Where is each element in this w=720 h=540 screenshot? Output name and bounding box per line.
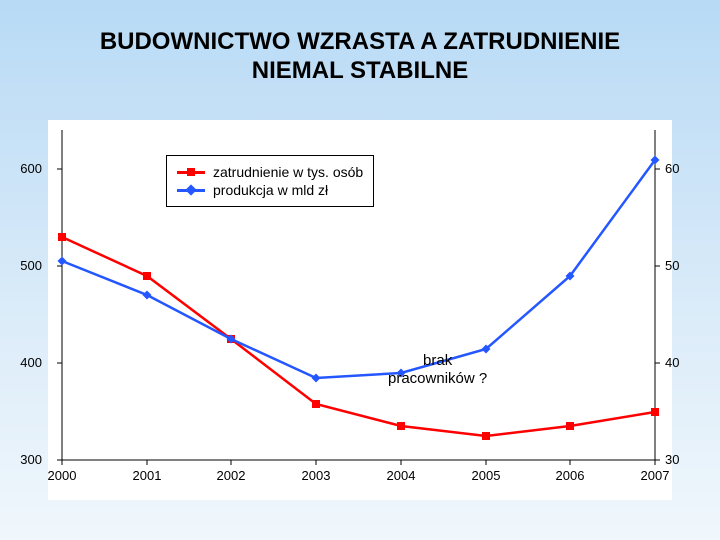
y-left-tick: 500 [12,258,42,273]
y-left-tick: 400 [12,355,42,370]
legend-swatch-produkcja [177,189,205,192]
legend-row-zatrudnienie: zatrudnienie w tys. osób [177,164,363,180]
x-tick: 2004 [381,468,421,483]
x-tick: 2003 [296,468,336,483]
chart-legend: zatrudnienie w tys. osób produkcja w mld … [166,155,374,207]
chart-plot-area: zatrudnienie w tys. osób produkcja w mld … [48,120,672,500]
title-line-2: NIEMAL STABILNE [252,57,468,84]
page-title: BUDOWNICTWO WZRASTA A ZATRUDNIENIE NIEMA… [0,28,720,86]
x-tick: 2005 [466,468,506,483]
y-right-tick: 40 [665,355,695,370]
legend-label-produkcja: produkcja w mld zł [213,182,328,198]
y-right-tick: 50 [665,258,695,273]
y-right-tick: 30 [665,452,695,467]
y-left-tick: 300 [12,452,42,467]
legend-label-zatrudnienie: zatrudnienie w tys. osób [213,164,363,180]
chart-annotation: brak pracowników ? [388,352,487,388]
title-line-1: BUDOWNICTWO WZRASTA A ZATRUDNIENIE [100,28,620,55]
legend-row-produkcja: produkcja w mld zł [177,182,363,198]
x-tick: 2007 [635,468,675,483]
x-tick: 2002 [211,468,251,483]
y-left-tick: 600 [12,161,42,176]
annotation-line-1: brak [423,352,452,369]
y-right-tick: 60 [665,161,695,176]
legend-swatch-zatrudnienie [177,171,205,174]
x-tick: 2001 [127,468,167,483]
annotation-line-2: pracowników ? [388,370,487,387]
x-tick: 2006 [550,468,590,483]
x-tick: 2000 [42,468,82,483]
